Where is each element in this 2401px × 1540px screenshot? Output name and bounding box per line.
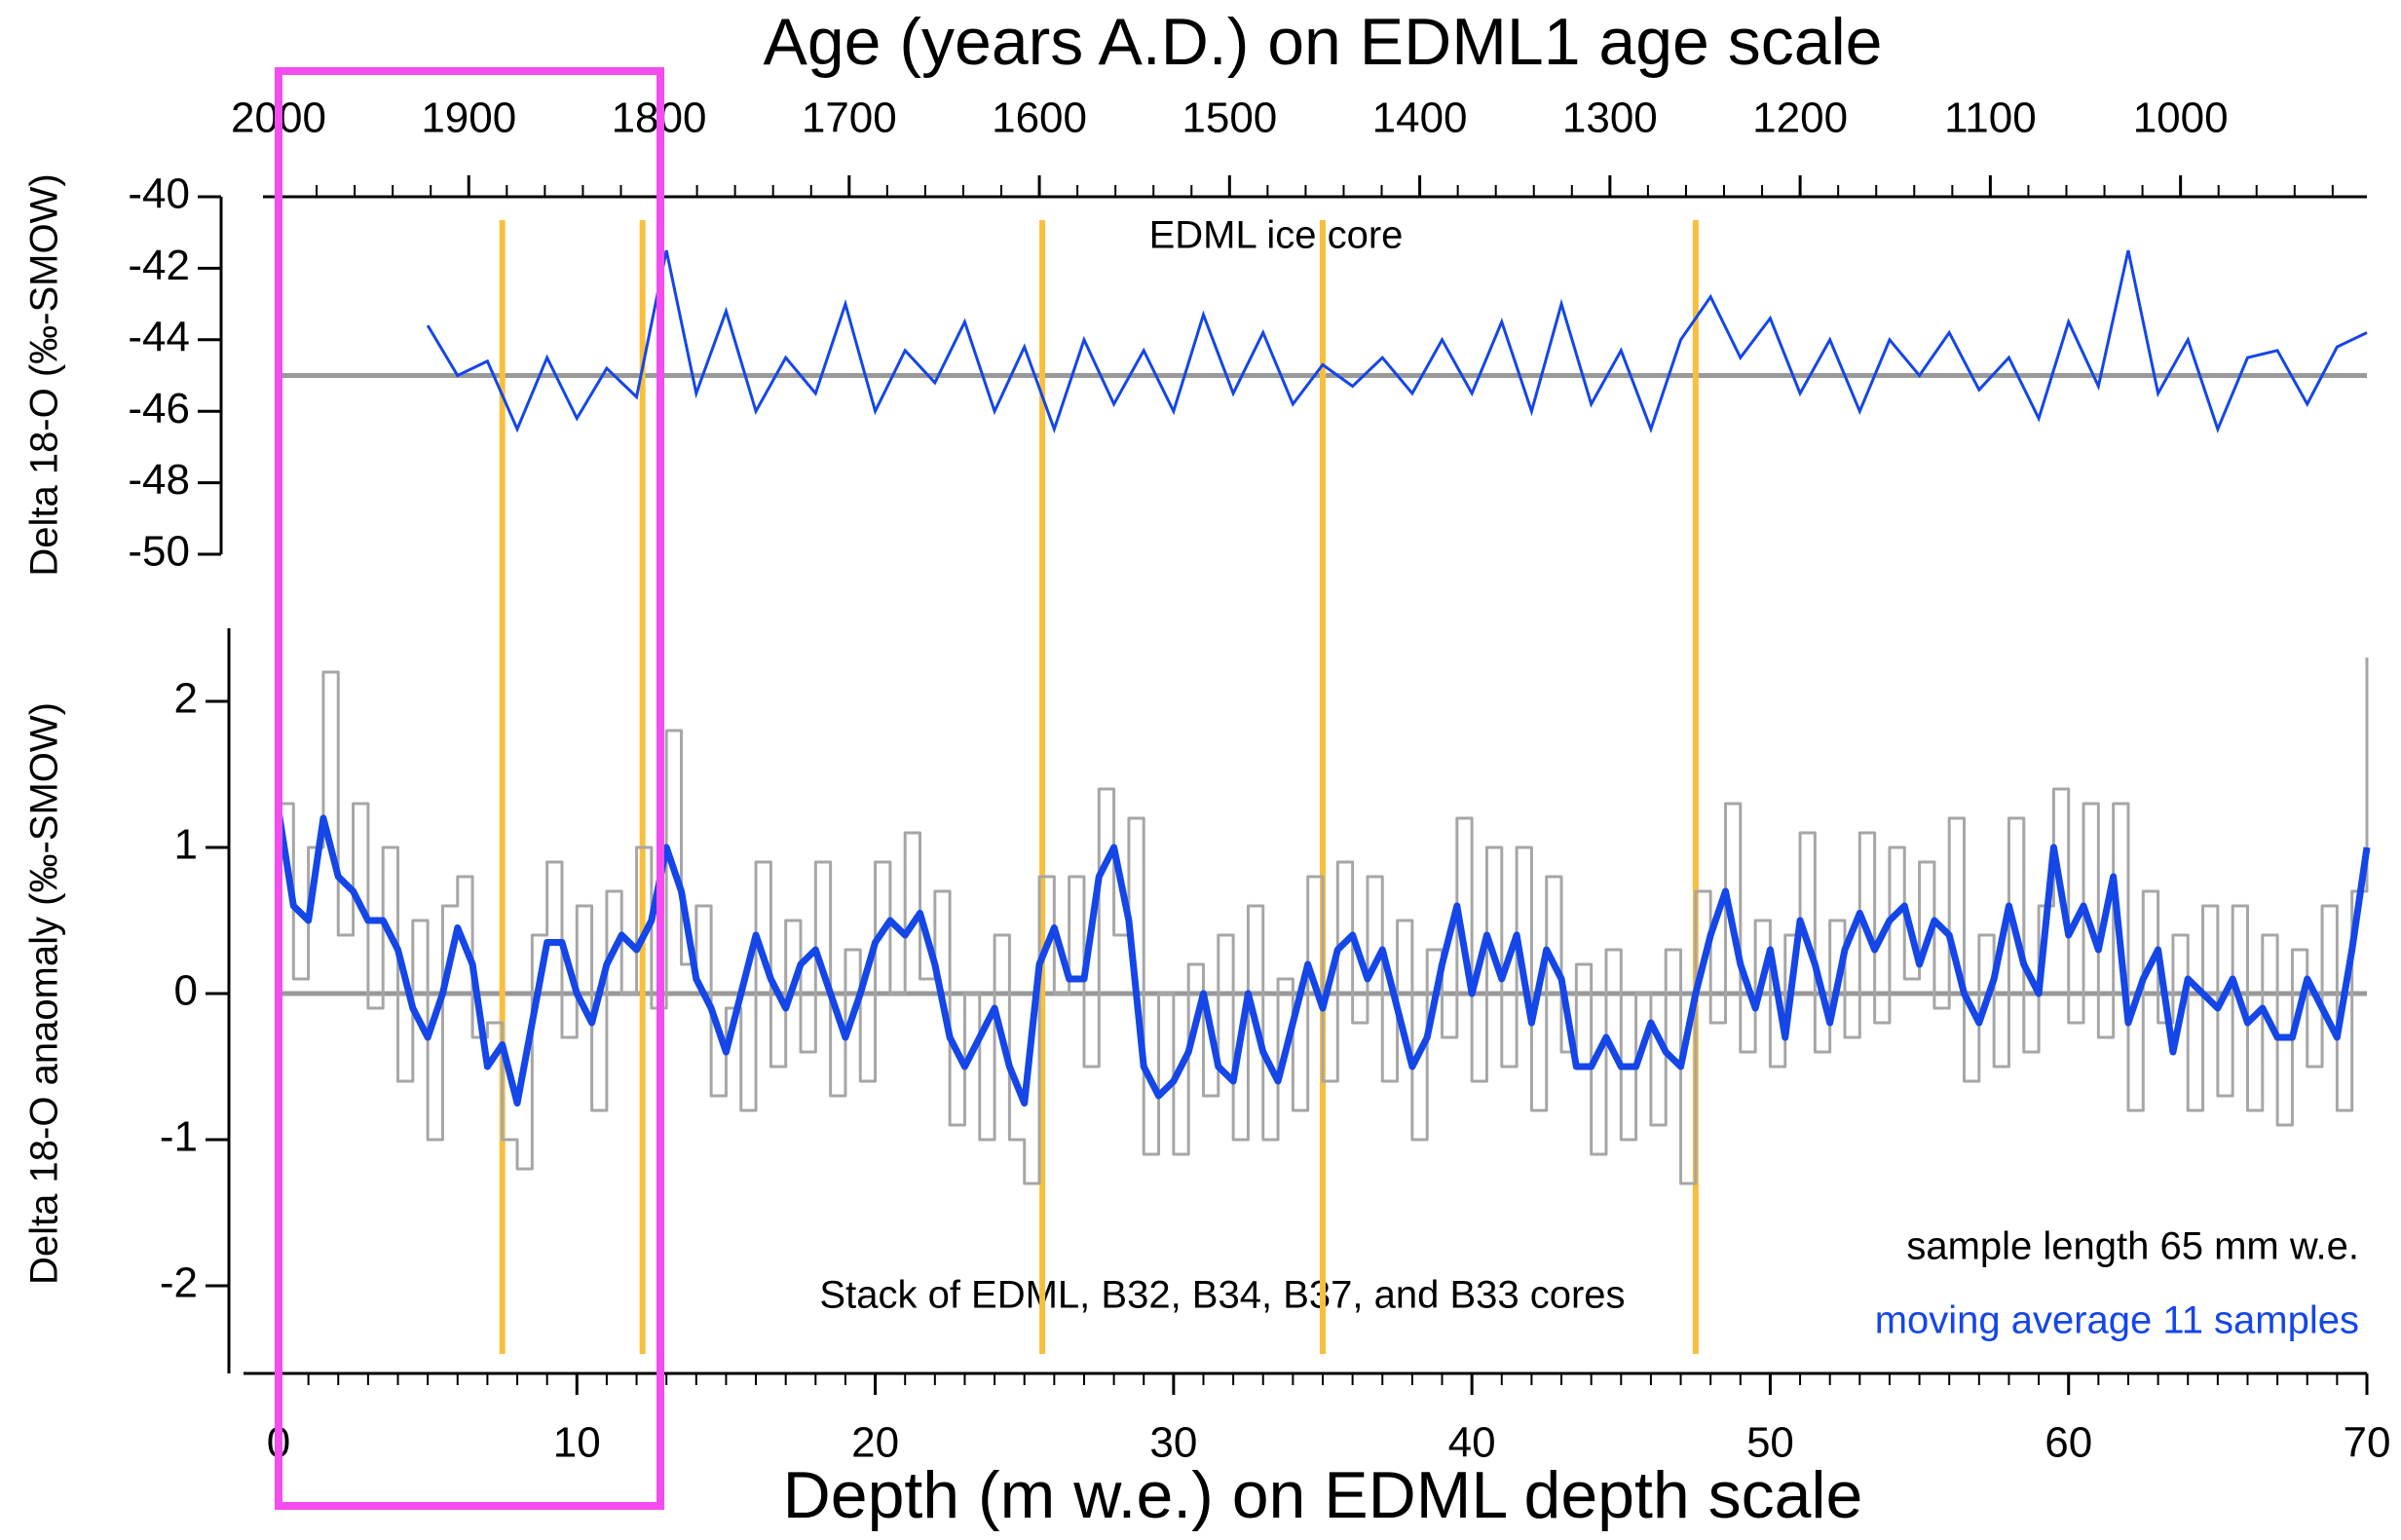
x2-tick-label: 1900: [421, 94, 516, 142]
y-tick-label: -1: [160, 1113, 198, 1161]
legend-label: sample length 65 mm w.e.: [1906, 1225, 2359, 1268]
y-tick-label: -42: [128, 242, 190, 289]
annotation: EDML ice core: [1149, 214, 1404, 257]
y-tick-label: 0: [174, 967, 198, 1015]
x2-tick-label: 1700: [802, 94, 897, 142]
y-tick-label: 1: [174, 821, 198, 869]
chart-title: Age (years A.D.) on EDML1 age scale: [764, 5, 1883, 79]
y-axis-title: Delta 18-O (‰-SMOW): [23, 173, 66, 576]
moving-average-line: [275, 809, 2371, 1107]
x-tick-label: 50: [1746, 1419, 1794, 1467]
x2-tick-label: 1200: [1752, 94, 1848, 142]
x-axis-title: Depth (m w.e.) on EDML depth scale: [783, 1458, 1863, 1532]
y-axis-title: Delta 18-O anaomaly (‰-SMOW): [23, 702, 66, 1285]
y-tick-label: -44: [128, 313, 190, 360]
x2-tick-label: 1000: [2133, 94, 2229, 142]
sample-line: [279, 657, 2369, 1185]
x2-tick-label: 1400: [1372, 94, 1468, 142]
x-tick-label: 20: [851, 1419, 899, 1467]
x-tick-label: 60: [2045, 1419, 2092, 1467]
y-tick-label: -48: [128, 456, 190, 504]
y-tick-label: -2: [160, 1259, 198, 1307]
x2-tick-label: 1500: [1182, 94, 1277, 142]
x2-tick-label: 1300: [1562, 94, 1658, 142]
x-tick-label: 70: [2344, 1419, 2391, 1467]
y-tick-label: -46: [128, 385, 190, 432]
x2-tick-label: 1600: [992, 94, 1087, 142]
x2-tick-label: 1100: [1944, 94, 2037, 142]
highlight-box: [275, 67, 664, 1510]
y-tick-label: -50: [128, 528, 190, 576]
annotation: Stack of EDML, B32, B34, B37, and B33 co…: [819, 1274, 1625, 1317]
y-tick-label: 2: [174, 675, 198, 723]
x-tick-label: 40: [1448, 1419, 1496, 1467]
x-tick-label: 10: [553, 1419, 601, 1467]
data-line: [426, 249, 2368, 434]
x-tick-label: 30: [1149, 1419, 1197, 1467]
y-tick-label: -40: [128, 170, 190, 218]
legend-label: moving average 11 samples: [1875, 1299, 2359, 1342]
